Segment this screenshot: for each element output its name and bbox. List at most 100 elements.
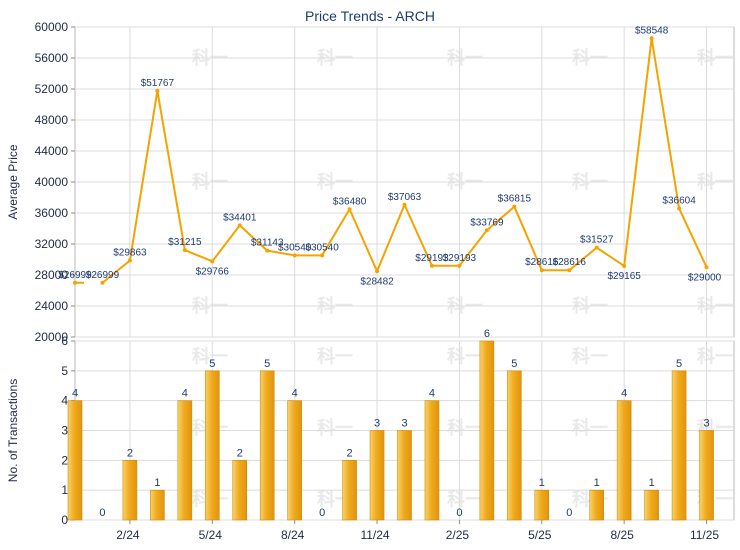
transaction-data-label: 5 [676,358,682,370]
transaction-data-label: 1 [154,477,160,489]
price-point [429,263,434,268]
transactions-ytick-label: 6 [61,334,68,348]
transaction-bar [424,400,440,521]
price-point [320,253,325,258]
transaction-bar [287,400,302,521]
transactions-watermark: 科一 [317,417,353,439]
price-data-label: $29863 [113,248,147,259]
price-point [347,207,352,212]
price-data-label: $36480 [333,196,367,207]
transaction-data-label: 1 [594,477,600,489]
transaction-bar [259,370,275,521]
price-point [649,36,654,41]
transaction-bar [534,489,550,521]
price-ytick-label: 56000 [35,51,69,65]
transaction-data-label: 5 [511,358,517,370]
transaction-data-label: 4 [292,388,298,400]
transaction-data-label: 4 [621,388,627,400]
transaction-bar [397,430,412,521]
transaction-data-label: 5 [209,358,215,370]
transaction-data-label: 0 [566,507,572,519]
transaction-data-label: 4 [429,388,435,400]
transaction-data-label: 0 [319,507,325,519]
xtick-label: 8/25 [610,528,634,542]
transaction-bar [342,460,357,521]
transaction-data-label: 2 [347,447,353,459]
transaction-bar [177,400,193,521]
transactions-watermark: 科一 [317,345,353,367]
price-data-label: $28482 [360,276,394,287]
chart-title: Price Trends - ARCH [305,8,435,24]
price-data-label: $28616 [553,257,587,268]
price-ytick-label: 60000 [35,20,69,34]
xtick-label: 5/24 [199,528,223,542]
price-ytick-label: 20000 [35,330,69,344]
price-point [539,268,544,273]
transaction-data-label: 3 [401,418,407,430]
price-point [155,88,160,93]
price-point [292,253,297,258]
transaction-data-label: 5 [264,358,270,370]
price-data-label: $30540 [278,242,312,253]
transaction-data-label: 3 [374,418,380,430]
transaction-data-label: 4 [182,388,188,400]
price-point [375,269,380,274]
transaction-data-label: 6 [484,328,490,340]
transactions-ytick-label: 1 [61,483,68,497]
xtick-label: 11/25 [690,528,719,542]
transaction-data-label: 1 [649,477,655,489]
price-data-label: $29193 [415,253,449,264]
transactions-y-axis-label: No. of Transactions [6,379,20,482]
transaction-bar [589,489,605,521]
transaction-data-label: 3 [703,418,709,430]
transaction-bar [204,370,220,521]
transactions-watermark: 科一 [192,345,228,367]
xtick-label: 2/24 [116,528,140,542]
price-ytick-label: 36000 [35,206,69,220]
price-point [484,228,489,233]
transactions-watermark: 科一 [447,417,483,439]
price-point [210,259,215,264]
price-data-label: $33769 [470,217,504,228]
price-point [73,280,77,285]
transaction-bar [67,400,83,521]
transaction-data-label: 0 [99,507,105,519]
price-point [594,245,599,250]
price-data-label: $37063 [388,192,422,203]
price-ytick-label: 52000 [35,82,69,96]
price-data-label: $36815 [498,194,532,205]
transactions-watermark: 科一 [447,345,483,367]
price-data-label: $29766 [196,266,230,277]
price-data-label: $26999 [86,270,120,281]
price-point [182,248,187,253]
price-data-label: $31527 [580,235,614,246]
transactions-ytick-label: 4 [61,394,68,408]
transaction-data-label: 4 [72,388,78,400]
transactions-ytick-label: 2 [61,453,68,467]
price-ytick-label: 28000 [35,268,69,282]
price-point [265,248,270,253]
price-data-label: $58548 [635,25,669,36]
transaction-bar [232,460,248,521]
transaction-data-label: 0 [456,507,462,519]
transaction-bar [616,400,632,521]
transaction-data-label: 1 [539,477,545,489]
price-point [237,223,242,228]
price-y-axis-label: Average Price [6,144,20,219]
price-point [512,204,517,209]
price-data-label: $26999 [58,270,92,281]
transaction-data-label: 2 [127,447,133,459]
xtick-label: 5/25 [528,528,552,542]
price-ytick-label: 40000 [35,175,69,189]
transactions-watermark: 科一 [572,417,608,439]
transaction-bar [150,489,165,521]
price-ytick-label: 44000 [35,144,69,158]
price-data-label: $31215 [168,237,202,248]
transaction-bar [671,370,687,521]
price-ytick-label: 32000 [35,237,69,251]
xtick-label: 11/24 [360,528,389,542]
xtick-label: 8/24 [281,528,305,542]
xtick-label: 2/25 [446,528,470,542]
price-point [704,265,709,270]
